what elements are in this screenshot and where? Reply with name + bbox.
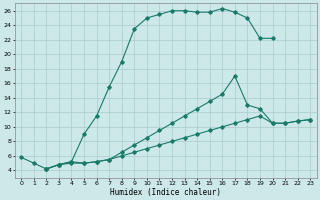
- X-axis label: Humidex (Indice chaleur): Humidex (Indice chaleur): [110, 188, 221, 197]
